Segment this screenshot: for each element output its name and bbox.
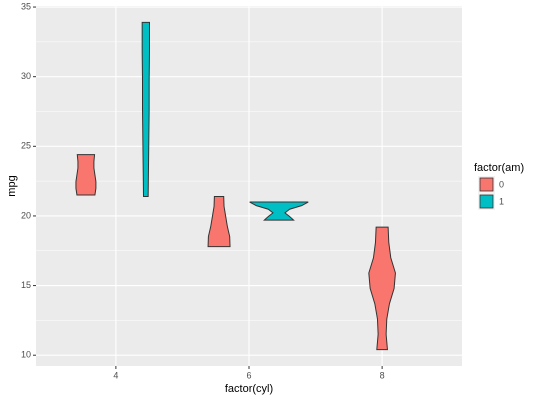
x-axis-title: factor(cyl) [225,383,273,395]
legend-label: 1 [499,196,504,206]
violin [75,154,97,196]
marks [75,21,396,351]
legend-swatch [479,194,494,209]
y-axis-title: mpg [6,175,18,196]
violin [368,226,396,351]
y-tick-label: 25 [21,141,31,151]
x-tick-label: 8 [380,370,385,380]
y-tick-label: 35 [21,1,31,11]
legend-swatch [479,177,494,192]
y-tick-label: 15 [21,280,31,290]
legend-label: 0 [499,179,504,189]
violin [141,21,150,197]
y-tick-label: 10 [21,350,31,360]
violin [207,195,231,248]
violin [249,201,309,221]
grid [36,6,462,366]
legend-title: factor(am) [474,162,524,174]
y-tick-label: 30 [21,71,31,81]
x-tick-label: 4 [113,370,118,380]
x-tick-label: 6 [246,370,251,380]
y-tick-label: 20 [21,210,31,220]
